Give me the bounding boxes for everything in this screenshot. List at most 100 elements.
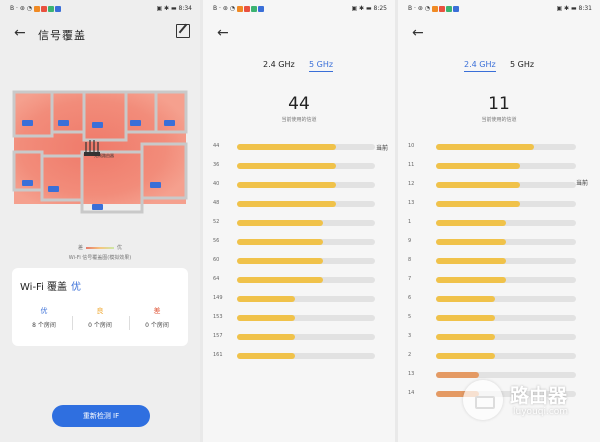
tab-2-4ghz[interactable]: 2.4 GHz (263, 60, 295, 69)
page-title: 信号覆盖 (38, 29, 86, 42)
channel-bar-fill (237, 239, 323, 245)
stat-grade: 差 (153, 307, 161, 315)
channel-bar-fill (436, 372, 480, 378)
channel-row: 149 (213, 295, 385, 302)
channel-bar-fill (436, 277, 506, 283)
legend-gradient (86, 246, 114, 249)
back-arrow-icon[interactable]: ← (14, 25, 26, 41)
status-clock: ▣ ✱ ▬ 8:34 (156, 5, 192, 12)
channel-row: 52 (213, 219, 385, 226)
channel-label: 12 (408, 181, 415, 187)
channel-bar-track (436, 391, 576, 397)
channel-label: 6 (408, 295, 412, 301)
channel-bar-track (237, 277, 375, 283)
channel-bar-fill (237, 163, 337, 169)
channel-label: 10 (408, 143, 415, 149)
legend-caption: Wi-Fi 信号覆盖图(模拟效果) (68, 255, 132, 261)
channel-row: 56 (213, 238, 385, 245)
channel-bar-track (436, 334, 576, 340)
channel-label: 13 (408, 200, 415, 206)
channel-label: 36 (213, 162, 220, 168)
channel-bar-fill (436, 201, 520, 207)
recheck-button[interactable]: 重新检测 IF (52, 405, 150, 427)
status-bar: B ‧ ⊛ ◔ ▣ ✱ ▬ 8:34 (0, 0, 200, 18)
current-channel-marker: 当前 (376, 145, 389, 152)
divider (129, 316, 130, 330)
channel-bar-fill (436, 144, 534, 150)
app-icon (33, 5, 40, 12)
channel-label: 14 (408, 390, 415, 396)
watermark-logo-icon (463, 380, 503, 420)
channel-bar-track (436, 258, 576, 264)
channel-bar-fill (237, 296, 295, 302)
channel-bar-fill (237, 201, 337, 207)
channel-bar-track (237, 144, 375, 150)
channel-bar-fill (436, 334, 495, 340)
tab-5ghz[interactable]: 5 GHz (510, 60, 535, 69)
legend-low: 差 (77, 245, 83, 251)
router-label: 无线路由器 (94, 153, 114, 158)
channel-bar-track (436, 296, 576, 302)
app-icon (54, 5, 61, 12)
status-clock: ▣ ✱ ▬ 8:25 (351, 5, 387, 12)
channel-label: 2 (408, 352, 412, 358)
channel-bar-fill (237, 334, 295, 340)
channel-row: 36 (213, 162, 385, 169)
channel-label: 157 (213, 333, 223, 339)
channel-bar-fill (436, 182, 520, 188)
current-channel-caption: 当前使用的信道 (281, 117, 317, 123)
channel-bar-track (237, 182, 375, 188)
app-icon (445, 5, 452, 12)
status-text: B ‧ ⊛ ◔ (10, 5, 33, 12)
app-icon (431, 5, 438, 12)
edit-icon[interactable] (176, 24, 190, 38)
tab-5ghz[interactable]: 5 GHz (309, 60, 334, 72)
back-arrow-icon[interactable]: ← (412, 25, 424, 41)
channel-bar-fill (436, 258, 506, 264)
channel-row: 7 (408, 276, 586, 283)
app-icon (47, 5, 54, 12)
channel-bar-track (237, 315, 375, 321)
app-icon (438, 5, 445, 12)
stat-good: 良 0 个房间 (71, 306, 129, 329)
channel-bar-fill (436, 296, 495, 302)
stat-count: 0 个房间 (88, 322, 112, 329)
channel-row: 40 (213, 181, 385, 188)
channel-bar-track (436, 315, 576, 321)
channel-bar-track (436, 144, 576, 150)
channel-bar-track (237, 258, 375, 264)
channel-bar-track (237, 220, 375, 226)
channel-label: 153 (213, 314, 223, 320)
channel-label: 13 (408, 371, 415, 377)
channel-panel-5ghz: B ‧ ⊛ ◔ ▣ ✱ ▬ 8:25 ← 2.4 GHz 5 GHz 44 当前… (203, 0, 395, 442)
app-icon (250, 5, 257, 12)
channel-bar-fill (237, 353, 295, 359)
channel-bar-fill (436, 239, 506, 245)
channel-row: 157 (213, 333, 385, 340)
channel-bar-track (436, 239, 576, 245)
channel-bar-track (237, 239, 375, 245)
app-icon (243, 5, 250, 12)
channel-row: 5 (408, 314, 586, 321)
tab-2-4ghz[interactable]: 2.4 GHz (464, 60, 496, 72)
watermark-text: 路由器 (510, 385, 568, 407)
channel-label: 11 (408, 162, 415, 168)
channel-label: 40 (213, 181, 220, 187)
channel-bar-fill (237, 182, 337, 188)
watermark-url: luyouqi.com (513, 407, 569, 417)
channel-row: 64 (213, 276, 385, 283)
back-arrow-icon[interactable]: ← (217, 25, 229, 41)
card-grade: 优 (71, 282, 82, 293)
channel-bar-track (436, 182, 576, 188)
channel-bar-fill (237, 258, 323, 264)
channel-bar-fill (237, 315, 295, 321)
channel-row: 11 (408, 162, 586, 169)
current-channel: 11 (488, 94, 510, 114)
channel-label: 64 (213, 276, 220, 282)
coverage-panel: B ‧ ⊛ ◔ ▣ ✱ ▬ 8:34 ← 信号覆盖 (0, 0, 200, 442)
channel-bar-track (237, 201, 375, 207)
channel-bar-track (436, 163, 576, 169)
channel-row: 6 (408, 295, 586, 302)
channel-bar-fill (436, 391, 480, 397)
stat-grade: 良 (96, 307, 104, 315)
